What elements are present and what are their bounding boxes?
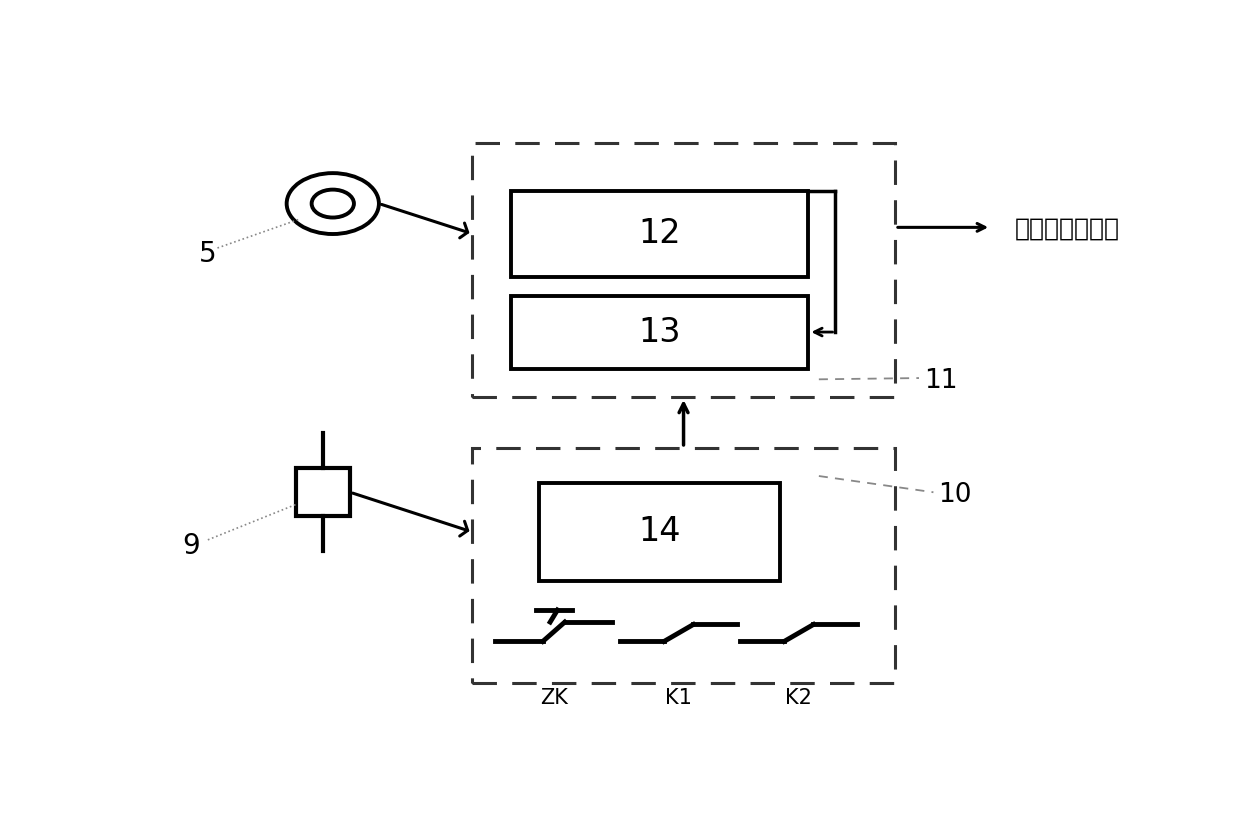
- Bar: [511, 296, 808, 368]
- Text: K1: K1: [666, 689, 692, 709]
- Text: K2: K2: [785, 689, 812, 709]
- Bar: [472, 448, 895, 682]
- Text: 13: 13: [639, 316, 681, 349]
- Bar: [472, 143, 895, 397]
- Text: 9: 9: [182, 532, 201, 560]
- Text: 11: 11: [924, 368, 957, 394]
- Bar: [296, 468, 350, 517]
- Text: 上位计算机通信: 上位计算机通信: [1016, 217, 1120, 241]
- Bar: [511, 191, 808, 277]
- Text: 12: 12: [639, 218, 681, 250]
- Text: 5: 5: [200, 241, 217, 269]
- Bar: [539, 483, 780, 581]
- Text: 14: 14: [639, 516, 681, 549]
- Text: ZK: ZK: [539, 689, 568, 709]
- Text: 10: 10: [939, 482, 972, 508]
